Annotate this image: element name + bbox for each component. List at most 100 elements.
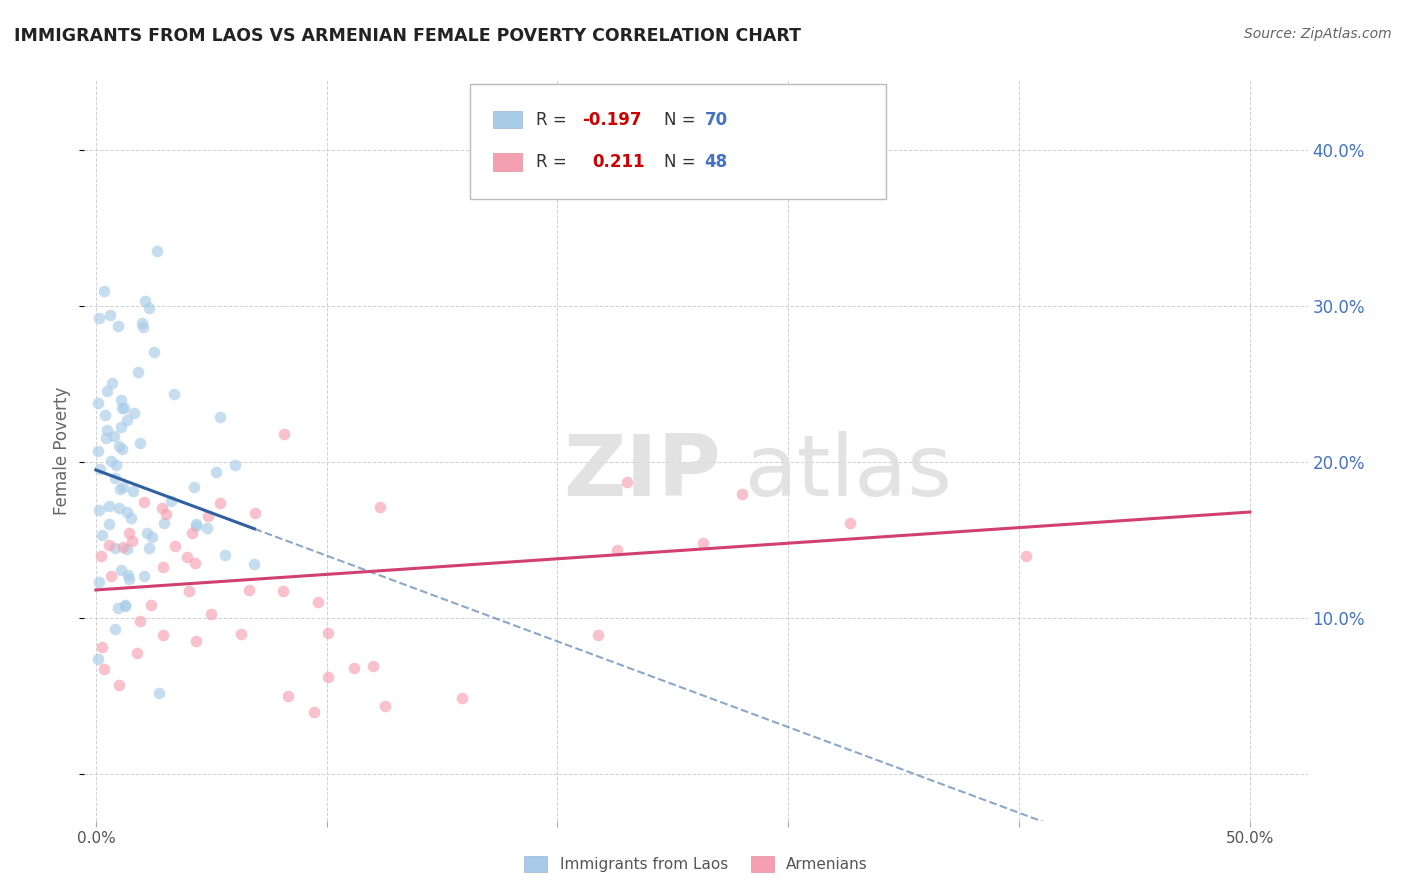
Text: ZIP: ZIP: [562, 431, 720, 514]
Point: [302, 705, 325, 719]
Text: 70: 70: [704, 111, 728, 128]
Point: [197, 509, 219, 524]
Point: [98, 517, 121, 532]
Point: [145, 244, 167, 258]
Point: [98, 537, 121, 551]
Point: [692, 535, 714, 549]
Point: [214, 548, 236, 562]
Point: [122, 483, 145, 498]
Point: [155, 508, 177, 522]
Point: [93, 662, 115, 676]
Point: [316, 626, 339, 640]
Point: [111, 480, 134, 494]
Point: [209, 495, 232, 509]
Point: [110, 393, 132, 408]
Point: [100, 454, 122, 468]
Point: [96, 384, 118, 398]
Point: [87, 575, 110, 590]
Point: [108, 678, 131, 692]
Point: [115, 413, 138, 427]
Point: [374, 699, 396, 714]
Point: [195, 521, 218, 535]
Point: [1015, 549, 1038, 563]
Point: [118, 572, 141, 586]
Point: [91, 640, 114, 654]
Point: [132, 494, 155, 508]
Point: [152, 628, 174, 642]
Point: [112, 401, 135, 415]
FancyBboxPatch shape: [494, 153, 522, 170]
Point: [141, 531, 163, 545]
Point: [122, 406, 145, 420]
Point: [104, 458, 127, 472]
Point: [108, 439, 131, 453]
Point: [363, 659, 385, 673]
Point: [152, 559, 174, 574]
Point: [114, 598, 136, 612]
Point: [121, 534, 143, 549]
Point: [150, 500, 173, 515]
Point: [90, 527, 112, 541]
Point: [616, 475, 638, 489]
Point: [129, 614, 152, 628]
Point: [89, 462, 111, 476]
Point: [184, 517, 207, 532]
Point: [108, 482, 131, 496]
Text: N =: N =: [664, 153, 702, 170]
Point: [838, 516, 860, 530]
Point: [343, 661, 366, 675]
FancyBboxPatch shape: [470, 84, 886, 199]
Point: [606, 543, 628, 558]
Point: [100, 568, 122, 582]
Point: [110, 420, 132, 434]
Point: [450, 690, 472, 705]
Point: [184, 519, 207, 533]
Point: [152, 516, 174, 530]
Point: [731, 487, 754, 501]
Point: [180, 525, 202, 540]
Point: [87, 311, 110, 326]
Point: [142, 345, 165, 359]
Point: [238, 582, 260, 597]
Point: [160, 494, 183, 508]
Point: [89, 503, 111, 517]
Point: [127, 646, 149, 660]
Point: [138, 541, 160, 555]
Point: [127, 365, 149, 379]
Point: [117, 568, 139, 582]
Point: [205, 465, 228, 479]
Point: [90, 549, 112, 564]
Text: -0.197: -0.197: [582, 111, 641, 128]
Point: [118, 525, 141, 540]
Text: R =: R =: [536, 111, 572, 128]
Point: [243, 557, 266, 571]
Point: [111, 541, 134, 555]
Point: [134, 294, 156, 309]
Point: [107, 601, 129, 615]
Point: [132, 568, 155, 582]
FancyBboxPatch shape: [494, 111, 522, 128]
Point: [224, 458, 246, 472]
Point: [184, 633, 207, 648]
Point: [87, 396, 110, 410]
Point: [273, 426, 295, 441]
Text: R =: R =: [536, 153, 572, 170]
Legend: Immigrants from Laos, Armenians: Immigrants from Laos, Armenians: [524, 856, 868, 872]
Point: [94, 431, 117, 445]
Text: 48: 48: [704, 153, 728, 170]
Point: [110, 563, 132, 577]
Point: [104, 471, 127, 485]
Point: [97, 499, 120, 513]
Point: [368, 500, 391, 514]
Point: [136, 525, 159, 540]
Point: [100, 376, 122, 391]
Point: [111, 401, 134, 415]
Point: [200, 607, 222, 621]
Point: [177, 583, 200, 598]
Point: [120, 511, 142, 525]
Point: [271, 583, 294, 598]
Point: [111, 442, 134, 456]
Point: [138, 301, 160, 315]
Point: [277, 690, 299, 704]
Point: [94, 408, 117, 422]
